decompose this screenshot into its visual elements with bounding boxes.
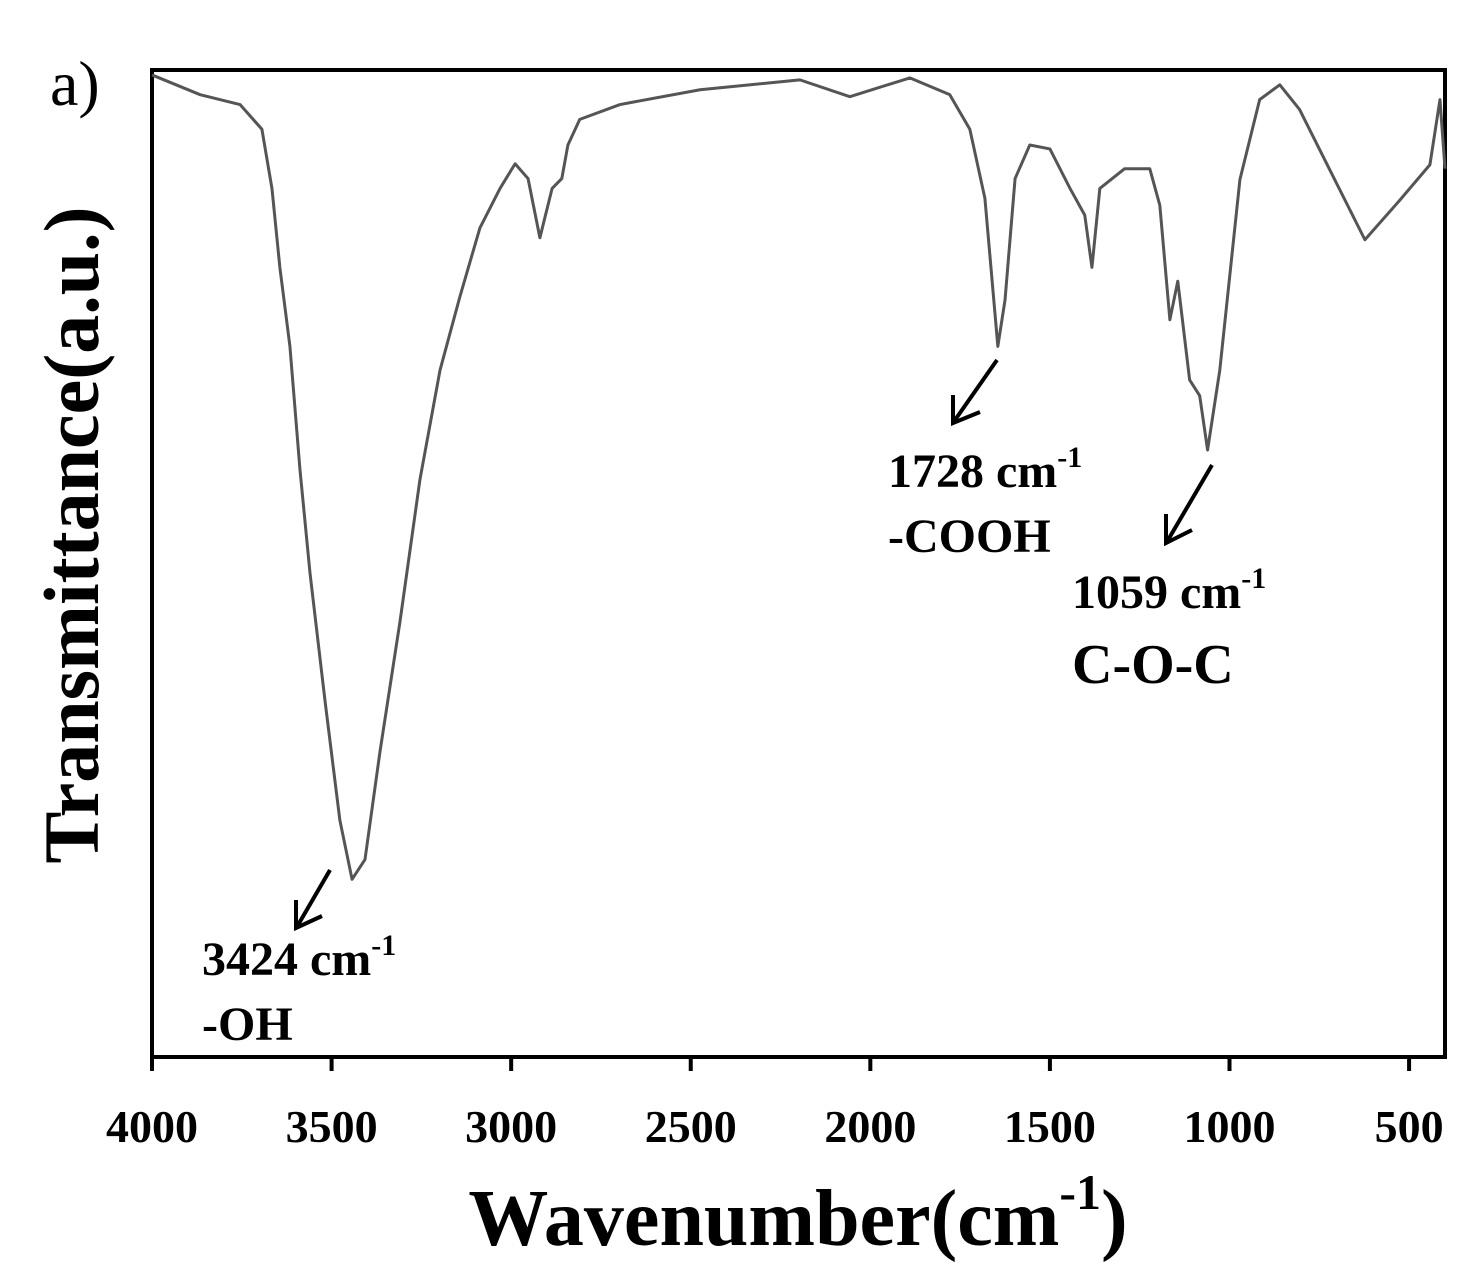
arrow — [953, 358, 999, 422]
arrow — [1166, 463, 1214, 542]
y-axis-label: Transmittance(a.u.) — [28, 206, 115, 863]
x-tick-label: 2000 — [824, 1101, 916, 1152]
x-tick-label: 1500 — [1004, 1101, 1096, 1152]
annotation-text: 1059 cm — [1072, 566, 1241, 619]
plot-frame — [150, 68, 1447, 1059]
arrows — [294, 358, 1214, 932]
annotation: 1728 cm-1 — [888, 441, 1082, 498]
x-tick-label: 3000 — [465, 1101, 557, 1152]
x-tick-label: 1000 — [1184, 1101, 1276, 1152]
annotation-group: -OH — [202, 998, 293, 1051]
annotation-text: 3424 cm — [202, 933, 371, 986]
x-tick-label: 500 — [1375, 1101, 1444, 1152]
annotation-text: 1728 cm — [888, 445, 1057, 498]
x-axis-label-text: Wavenumber(cm — [468, 1175, 1059, 1263]
spectrum-line — [151, 73, 1447, 881]
annotation: 3424 cm-1 — [202, 929, 396, 986]
x-tick-label: 2500 — [645, 1101, 737, 1152]
annotation: 1059 cm-1 — [1072, 562, 1266, 619]
x-axis-label-sup: -1 — [1059, 1164, 1101, 1220]
x-axis-label-end: ) — [1101, 1175, 1128, 1263]
arrow-head — [951, 395, 981, 426]
annotation-group: C-O-C — [1072, 634, 1234, 696]
arrow-head — [294, 900, 323, 932]
arrow-head — [1164, 514, 1193, 547]
x-axis-label: Wavenumber(cm-1) — [468, 1164, 1127, 1263]
annotation-sup: -1 — [1241, 562, 1266, 595]
x-tick-label: 3500 — [286, 1101, 378, 1152]
annotation-group: -COOH — [888, 510, 1051, 563]
arrow — [296, 868, 332, 927]
annotation-sup: -1 — [371, 929, 396, 962]
x-tick-label: 4000 — [106, 1101, 198, 1152]
annotation-sup: -1 — [1057, 441, 1082, 474]
panel-label: a) — [50, 48, 100, 119]
